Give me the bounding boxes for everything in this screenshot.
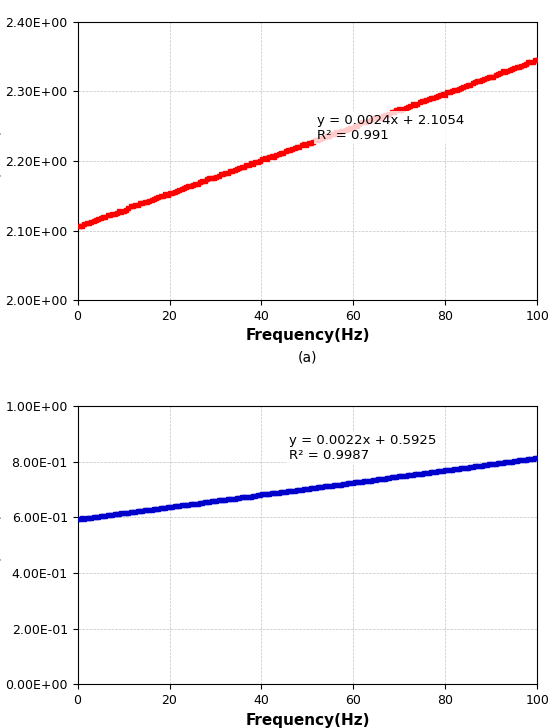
X-axis label: Frequency(Hz): Frequency(Hz) (245, 328, 370, 344)
X-axis label: Frequency(Hz): Frequency(Hz) (245, 713, 370, 727)
Text: (a): (a) (297, 350, 317, 364)
Text: y = 0.0024x + 2.1054
R² = 0.991: y = 0.0024x + 2.1054 R² = 0.991 (317, 114, 464, 142)
Text: y = 0.0022x + 0.5925
R² = 0.9987: y = 0.0022x + 0.5925 R² = 0.9987 (289, 434, 437, 462)
